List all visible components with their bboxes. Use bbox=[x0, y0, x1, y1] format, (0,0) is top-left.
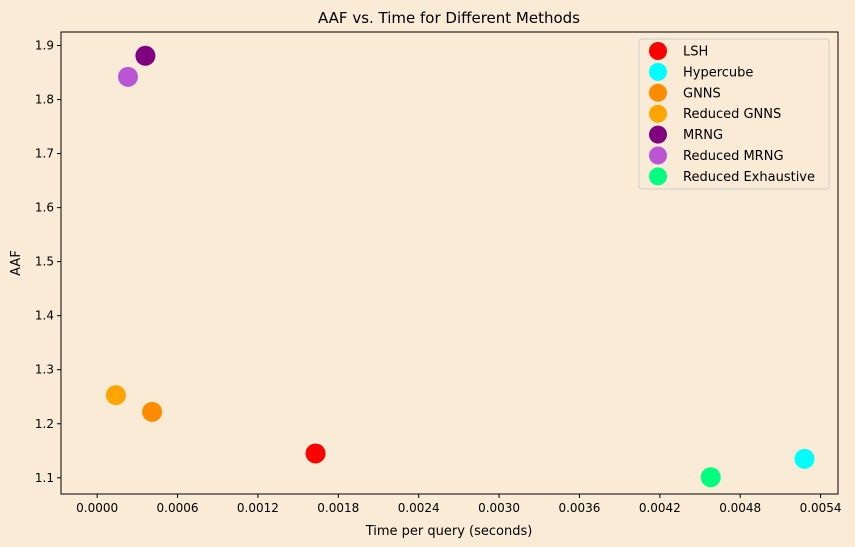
x-tick-label: 0.0036 bbox=[558, 501, 600, 515]
x-tick-label: 0.0054 bbox=[800, 501, 842, 515]
x-axis-label: Time per query (seconds) bbox=[365, 524, 533, 539]
legend-marker bbox=[649, 62, 667, 81]
legend-marker bbox=[649, 104, 667, 123]
y-tick-label: 1.6 bbox=[35, 201, 54, 215]
legend-label: GNNS bbox=[683, 86, 721, 101]
y-tick-label: 1.1 bbox=[35, 471, 54, 485]
y-tick-label: 1.7 bbox=[35, 147, 54, 161]
x-tick-label: 0.0048 bbox=[719, 501, 761, 515]
legend-marker bbox=[649, 42, 667, 60]
y-tick-label: 1.4 bbox=[35, 309, 54, 323]
y-tick-label: 1.8 bbox=[35, 93, 54, 107]
point-reduced-mrng bbox=[117, 66, 138, 87]
x-tick-label: 0.0012 bbox=[237, 501, 279, 515]
y-axis-ticks: 1.1 1.2 1.3 1.4 1.5 1.6 1.7 1.8 1.9 bbox=[35, 39, 61, 485]
legend-marker bbox=[649, 125, 667, 144]
legend-label: Reduced Exhaustive bbox=[683, 170, 815, 185]
y-tick-label: 1.9 bbox=[35, 39, 54, 53]
x-tick-label: 0.0018 bbox=[317, 501, 359, 515]
legend-label: LSH bbox=[683, 45, 708, 60]
point-hypercube bbox=[794, 448, 815, 469]
y-tick-label: 1.2 bbox=[35, 417, 54, 431]
legend-label: Reduced GNNS bbox=[683, 107, 781, 122]
legend-marker bbox=[649, 83, 667, 102]
y-tick-label: 1.5 bbox=[35, 255, 54, 269]
legend-label: Hypercube bbox=[683, 65, 753, 80]
data-points bbox=[105, 45, 815, 488]
y-tick-label: 1.3 bbox=[35, 363, 54, 377]
x-axis-ticks: 0.0000 0.0006 0.0012 0.0018 0.0024 0.0030 0.00… bbox=[76, 494, 842, 515]
legend-box bbox=[638, 38, 830, 190]
point-reduced-gnns bbox=[105, 385, 126, 406]
point-gnns bbox=[142, 401, 163, 422]
legend-marker bbox=[649, 146, 667, 165]
x-tick-label: 0.0030 bbox=[478, 501, 520, 515]
x-tick-label: 0.0000 bbox=[76, 501, 118, 515]
point-mrng bbox=[135, 45, 156, 66]
x-tick-label: 0.0024 bbox=[398, 501, 440, 515]
legend-label: Reduced MRNG bbox=[683, 149, 784, 164]
legend-label: MRNG bbox=[683, 128, 723, 143]
legend-marker bbox=[649, 167, 667, 186]
x-tick-label: 0.0042 bbox=[639, 501, 681, 515]
chart-title: AAF vs. Time for Different Methods bbox=[318, 9, 580, 27]
point-lsh bbox=[305, 443, 326, 464]
legend: LSH Hypercube GNNS Reduced GNNS MRNG Reduced … bbox=[638, 38, 830, 190]
y-axis-label: AAF bbox=[9, 250, 24, 276]
x-tick-label: 0.0006 bbox=[157, 501, 199, 515]
point-reduced-exhaustive bbox=[700, 467, 721, 488]
